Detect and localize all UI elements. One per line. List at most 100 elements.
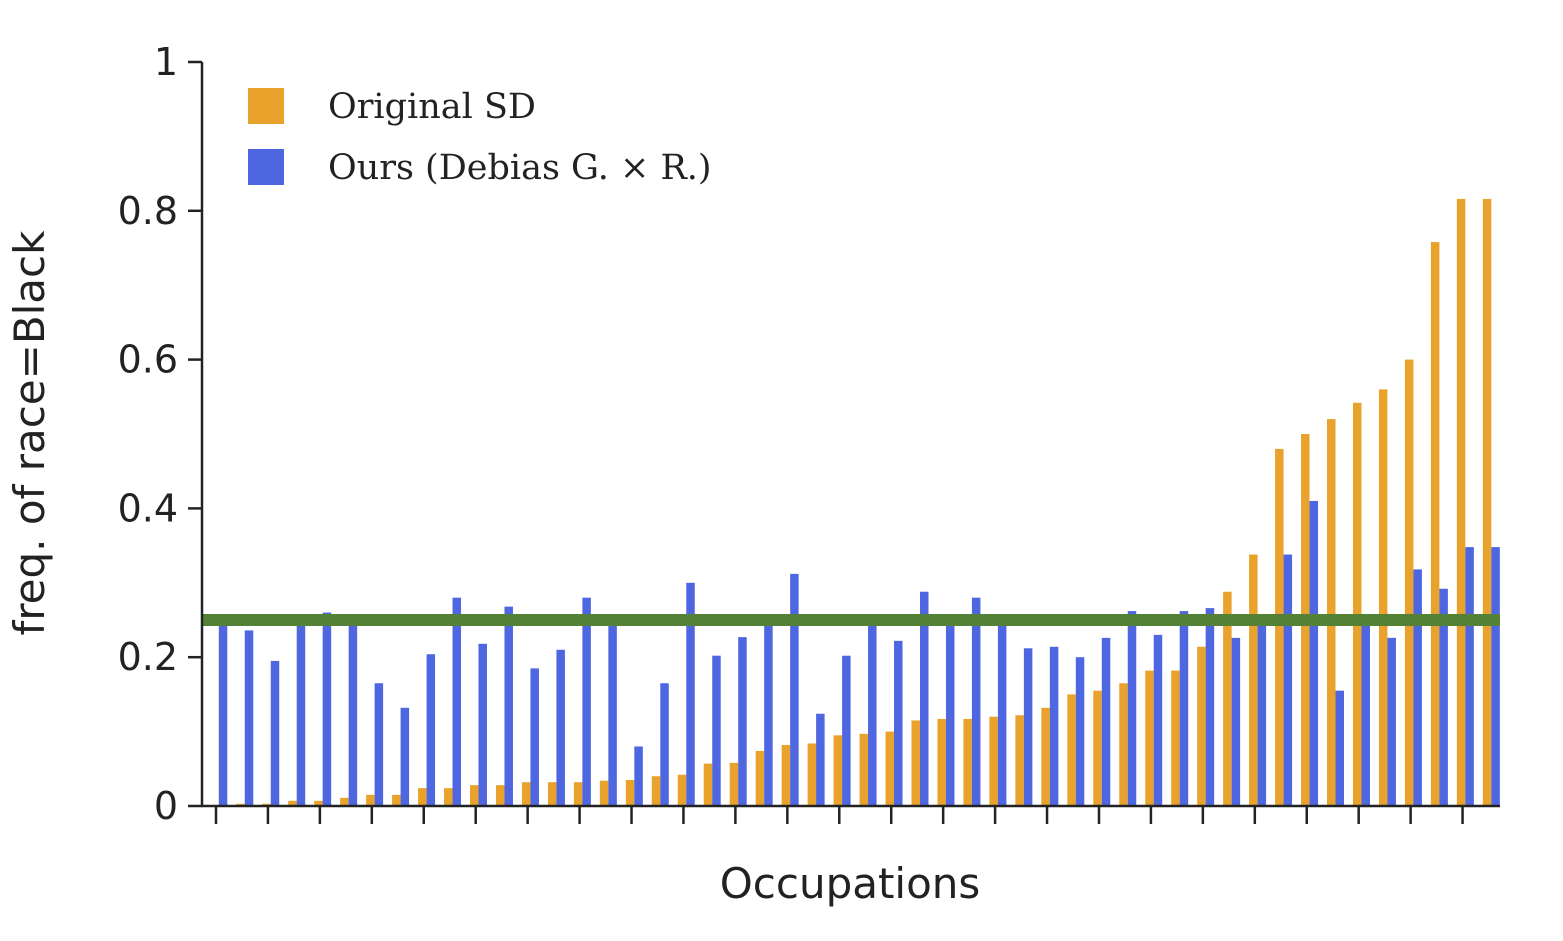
bar-ours-33 <box>1049 646 1059 806</box>
bar-ours-24 <box>816 713 825 806</box>
bar-original-sd-4 <box>288 800 297 806</box>
bar-original-sd-21 <box>729 762 739 806</box>
bar-ours-25 <box>842 655 851 806</box>
y-tick-label-1: 0.2 <box>118 635 178 679</box>
bar-ours-35 <box>1101 637 1111 806</box>
bar-original-sd-15 <box>573 782 583 806</box>
bar-original-sd-36 <box>1119 683 1128 806</box>
bar-ours-21 <box>738 637 747 806</box>
bar-ours-41 <box>1257 620 1267 806</box>
bar-ours-19 <box>686 582 695 806</box>
legend-swatch-ours <box>248 149 284 185</box>
bar-original-sd-31 <box>989 716 998 806</box>
bar-ours-18 <box>660 683 669 806</box>
bar-ours-23 <box>790 573 799 806</box>
y-tick-label-3: 0.6 <box>118 338 178 382</box>
bar-ours-29 <box>945 620 955 806</box>
bar-ours-34 <box>1075 657 1085 806</box>
legend-swatch-original-sd <box>248 88 284 124</box>
bar-original-sd-12 <box>495 785 505 806</box>
bar-ours-26 <box>868 620 877 806</box>
bar-ours-50 <box>1491 547 1500 806</box>
bar-original-sd-26 <box>859 733 869 806</box>
bar-original-sd-19 <box>677 774 687 806</box>
bar-ours-17 <box>634 746 643 806</box>
bar-ours-10 <box>452 597 462 806</box>
bar-original-sd-6 <box>340 797 349 806</box>
bar-ours-12 <box>504 606 513 806</box>
bar-original-sd-10 <box>444 788 453 806</box>
bar-ours-15 <box>582 597 591 806</box>
bar-ours-42 <box>1283 554 1293 806</box>
x-axis-title: Occupations <box>720 859 981 908</box>
bar-original-sd-24 <box>807 743 817 806</box>
bar-original-sd-5 <box>314 800 323 806</box>
legend: Original SD Ours (Debias G. × R.) <box>248 87 712 188</box>
bar-ours-32 <box>1023 648 1033 806</box>
legend-label-original-sd: Original SD <box>328 87 536 127</box>
bar-original-sd-50 <box>1482 198 1492 806</box>
bar-original-sd-28 <box>911 720 920 806</box>
bar-ours-13 <box>530 668 539 806</box>
legend-label-ours: Ours (Debias G. × R.) <box>328 148 712 188</box>
bar-original-sd-39 <box>1197 646 1206 806</box>
bars-group <box>218 198 1500 807</box>
bar-ours-31 <box>997 620 1007 806</box>
y-tick-label-4: 0.8 <box>118 189 178 233</box>
bar-original-sd-46 <box>1378 389 1388 806</box>
bar-ours-46 <box>1387 637 1396 806</box>
bar-ours-48 <box>1439 588 1448 806</box>
bar-original-sd-29 <box>937 718 946 806</box>
bar-original-sd-17 <box>625 779 635 806</box>
bar-original-sd-14 <box>547 782 557 806</box>
bar-ours-22 <box>764 620 773 806</box>
bar-original-sd-27 <box>885 731 895 806</box>
bar-original-sd-41 <box>1249 554 1258 806</box>
y-tick-label-5: 1 <box>154 40 178 84</box>
bar-original-sd-32 <box>1015 715 1024 806</box>
bar-original-sd-42 <box>1275 448 1284 806</box>
y-tick-label-2: 0.4 <box>118 486 178 530</box>
bar-ours-20 <box>712 655 721 806</box>
bar-original-sd-37 <box>1145 670 1154 806</box>
bar-ours-39 <box>1205 608 1215 806</box>
bar-ours-9 <box>426 654 436 806</box>
bar-ours-44 <box>1335 690 1345 806</box>
bar-ours-7 <box>374 683 384 806</box>
bar-ours-30 <box>971 597 981 806</box>
bar-original-sd-8 <box>392 794 401 806</box>
bar-ours-16 <box>608 620 617 806</box>
bar-original-sd-13 <box>521 782 531 806</box>
bar-ours-40 <box>1231 637 1241 806</box>
bar-ours-47 <box>1413 569 1422 806</box>
bar-original-sd-34 <box>1067 694 1076 806</box>
bar-original-sd-20 <box>703 763 713 806</box>
bar-original-sd-38 <box>1171 670 1180 806</box>
bar-original-sd-16 <box>599 780 609 806</box>
bar-original-sd-30 <box>963 718 972 806</box>
y-tick-label-0: 0 <box>154 784 178 828</box>
bar-original-sd-18 <box>651 776 661 806</box>
bar-ours-36 <box>1127 611 1137 806</box>
bar-original-sd-40 <box>1223 591 1232 806</box>
bar-original-sd-11 <box>470 785 479 806</box>
bar-original-sd-45 <box>1352 402 1362 806</box>
bar-original-sd-35 <box>1093 690 1102 806</box>
bar-original-sd-23 <box>781 744 791 806</box>
bar-ours-49 <box>1465 547 1474 806</box>
bar-original-sd-7 <box>366 794 375 806</box>
bar-original-sd-22 <box>755 750 765 806</box>
bar-ours-6 <box>348 620 358 806</box>
bar-ours-27 <box>894 640 903 806</box>
bar-original-sd-33 <box>1041 707 1050 806</box>
bar-original-sd-25 <box>833 735 843 806</box>
bar-original-sd-49 <box>1456 198 1466 806</box>
bar-ours-14 <box>556 649 565 806</box>
bar-original-sd-48 <box>1430 242 1440 807</box>
bar-ours-8 <box>400 707 410 806</box>
bar-ours-45 <box>1361 620 1370 806</box>
x-axis-ticks <box>214 806 1464 824</box>
bar-ours-5 <box>322 612 332 806</box>
bar-ours-37 <box>1153 634 1163 806</box>
